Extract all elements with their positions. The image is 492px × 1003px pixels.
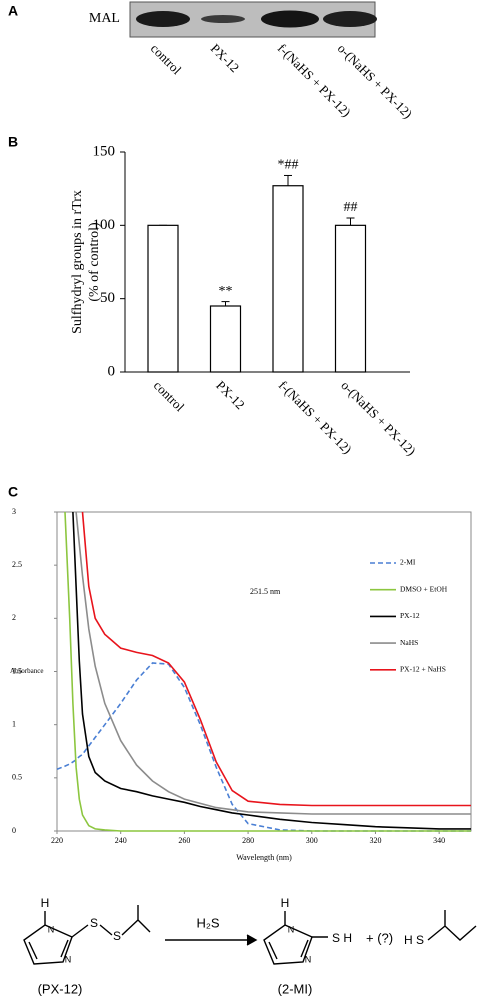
x-tick-label: 260 [178, 836, 190, 845]
legend-label: PX-12 [400, 611, 420, 620]
legend-label: 2-MI [400, 558, 416, 567]
y-tick-label: 2 [12, 613, 16, 622]
atom: S [90, 916, 98, 930]
y-tick-label: 100 [93, 217, 116, 233]
value-label: ** [219, 284, 233, 299]
scheme-labels: H N N S S H₂S H N N S H + (?) H S (PX-12… [38, 896, 424, 996]
x-tick-label: control [151, 378, 188, 415]
y-tick-label: 0.5 [12, 773, 22, 782]
atom: N [288, 924, 295, 934]
double-bond [268, 941, 278, 960]
y-tick-label: 50 [100, 290, 115, 306]
gel-band [261, 10, 319, 28]
y-tick-label: 0 [108, 363, 116, 379]
x-tick-label: PX-12 [213, 378, 248, 413]
compound-label: (2-MI) [278, 981, 313, 996]
ring [23, 924, 73, 965]
atom: H [281, 896, 290, 910]
x-axis-label: Wavelength (nm) [236, 853, 292, 862]
compound-label: (PX-12) [38, 981, 83, 996]
panel-label: C [8, 484, 18, 500]
y-axis-label: Sulfhydryl groups in rTrx [70, 190, 85, 334]
legend-label: PX-12 + NaHS [400, 665, 446, 674]
bar [147, 224, 179, 373]
bar [209, 305, 242, 373]
y-axis-label: (% of control) [87, 222, 102, 302]
atom: H [41, 896, 50, 910]
atom: N [65, 954, 72, 964]
legend-label: NaHS [400, 638, 418, 647]
y-tick-label: 2.5 [12, 560, 22, 569]
x-tick-label: 240 [115, 836, 127, 845]
gel [129, 1, 377, 38]
reaction-scheme [23, 905, 477, 965]
series-line [64, 511, 471, 832]
lane-label: PX-12 [208, 41, 243, 76]
value-label: ## [344, 200, 358, 215]
double-bond [28, 941, 38, 960]
x-tick-label: 300 [306, 836, 318, 845]
reagent: H₂S [196, 915, 219, 930]
series-line [81, 511, 471, 807]
y-tick-label: 1 [12, 719, 16, 728]
x-tick-label: 320 [369, 836, 381, 845]
bar [272, 185, 304, 373]
x-tick-label: 220 [51, 836, 63, 845]
atom: S H [332, 931, 352, 945]
gel-band [201, 15, 245, 23]
x-tick-label: 280 [242, 836, 254, 845]
series-line [56, 662, 471, 832]
panel-label: A [8, 3, 18, 19]
chain [427, 910, 477, 941]
double-bond [60, 939, 69, 958]
x-tick-label: 340 [433, 836, 445, 845]
legend-label: DMSO + EtOH [400, 584, 448, 593]
series-line [75, 511, 471, 815]
bond [284, 911, 328, 938]
gel-band [323, 11, 377, 27]
y-tick-label: 150 [93, 143, 116, 159]
atom: S [113, 929, 121, 943]
value-label: *## [278, 158, 299, 173]
ring [263, 924, 313, 965]
y-axis-label: Absorbance [10, 667, 43, 675]
atom: N [48, 924, 55, 934]
marker-label: MAL [89, 11, 120, 26]
atom: H S [404, 933, 424, 947]
bar [334, 224, 367, 373]
arrow-head [246, 934, 258, 946]
atom: N [305, 954, 312, 964]
series-line [72, 511, 471, 830]
chain [71, 905, 151, 938]
plus: + (?) [366, 930, 393, 945]
panel-label: B [8, 134, 18, 150]
double-bond [300, 939, 309, 958]
y-tick-label: 0 [12, 826, 16, 835]
annotation: 251.5 nm [250, 587, 281, 596]
lane-label: control [148, 41, 185, 78]
y-tick-label: 1.5 [12, 666, 22, 675]
y-tick-label: 3 [12, 507, 16, 516]
gel-band [136, 11, 190, 27]
